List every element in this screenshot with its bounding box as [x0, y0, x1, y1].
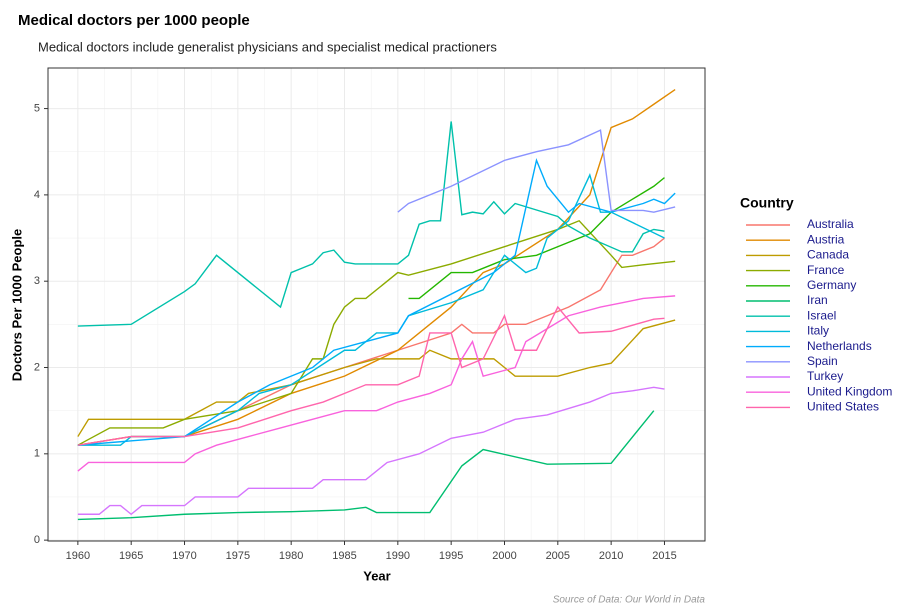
y-axis-title: Doctors Per 1000 People [9, 229, 24, 381]
series-line [77, 386, 665, 516]
legend-label: Netherlands [807, 339, 872, 353]
legend-label: Iran [807, 293, 828, 307]
legend-label: Italy [807, 324, 829, 338]
x-axis-title: Year [363, 568, 390, 583]
x-tick-label: 1980 [279, 550, 303, 562]
x-tick-label: 2005 [546, 550, 570, 562]
series-line [397, 129, 676, 213]
legend-title: Country [740, 195, 794, 211]
legend-label: Germany [807, 278, 856, 292]
y-tick-label: 4 [34, 189, 40, 201]
chart-title: Medical doctors per 1000 people [18, 12, 250, 29]
series-line [408, 177, 665, 300]
y-tick-label: 5 [34, 102, 40, 114]
x-tick-label: 1990 [386, 550, 410, 562]
x-tick-label: 1965 [119, 550, 143, 562]
series-line [77, 305, 665, 446]
y-tick-label: 1 [34, 448, 40, 460]
chart-subtitle: Medical doctors include generalist physi… [38, 39, 497, 54]
x-tick-label: 1985 [332, 550, 356, 562]
legend-label: United Kingdom [807, 384, 892, 398]
y-tick-label: 0 [34, 534, 40, 546]
series-line [77, 219, 676, 446]
y-tick-label: 2 [34, 361, 40, 373]
series-line [77, 410, 655, 521]
x-tick-label: 2000 [492, 550, 516, 562]
x-tick-label: 1970 [172, 550, 196, 562]
legend-label: Israel [807, 308, 836, 322]
plot-border [47, 67, 706, 542]
series-line [77, 295, 676, 472]
legend-label: Spain [807, 354, 838, 368]
legend-label: Turkey [807, 369, 843, 383]
series-line [77, 158, 676, 446]
legend-label: Austria [807, 232, 845, 246]
x-tick-label: 1995 [439, 550, 463, 562]
x-tick-label: 2015 [652, 550, 676, 562]
series-line [77, 237, 665, 446]
legend-label: Australia [807, 217, 854, 231]
legend-label: United States [807, 400, 879, 414]
y-tick-label: 3 [34, 275, 40, 287]
legend-label: Canada [807, 248, 849, 262]
source-note: Source of Data: Our World in Data [553, 595, 706, 606]
series-line [77, 89, 676, 446]
series-line [77, 121, 665, 327]
x-tick-label: 1960 [66, 550, 90, 562]
x-tick-label: 1975 [226, 550, 250, 562]
legend-label: France [807, 263, 845, 277]
x-tick-label: 2010 [599, 550, 623, 562]
